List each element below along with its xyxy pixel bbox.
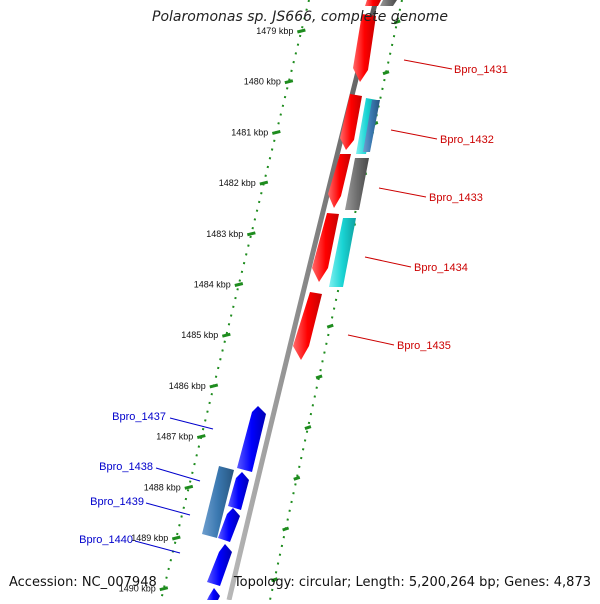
tick-label: 1485 kbp	[181, 330, 218, 340]
gene-label-bpro-1435[interactable]: Bpro_1435	[397, 340, 451, 352]
tick-label: 1486 kbp	[169, 381, 206, 391]
outer-tick-mark	[315, 374, 323, 380]
tick-label: 1481 kbp	[231, 127, 268, 137]
tick-mark	[296, 28, 306, 34]
tick-mark	[246, 231, 256, 237]
gene-label-bpro-1438[interactable]: Bpro_1438	[99, 461, 153, 473]
gene-label-bpro-1437[interactable]: Bpro_1437	[112, 411, 166, 423]
tick-label: 1483 kbp	[206, 229, 243, 239]
gene-bpro-1441[interactable]	[207, 544, 232, 586]
gene-label-bpro-1439[interactable]: Bpro_1439	[90, 496, 144, 508]
outer-tick-mark	[293, 475, 301, 481]
gene-bpro-1438[interactable]	[202, 466, 234, 538]
gene-bpro-1440[interactable]	[218, 508, 240, 542]
connector-bpro-1432	[390, 129, 438, 140]
tick-label: 1487 kbp	[156, 432, 193, 442]
outer-tick-mark	[393, 19, 401, 25]
tick-label: 1484 kbp	[194, 280, 231, 290]
outer-tick-mark	[282, 526, 290, 532]
tick-mark	[234, 282, 244, 287]
gene-bpro-1432[interactable]	[340, 94, 362, 150]
tick-label: 1480 kbp	[244, 77, 281, 87]
tick-mark	[159, 586, 169, 592]
tick-mark	[196, 434, 206, 440]
map-title: Polaromonas sp. JS666, complete genome	[152, 9, 448, 25]
tick-mark	[259, 180, 269, 186]
tick-mark	[209, 383, 219, 389]
gene-bpro-1432-steel[interactable]	[363, 100, 380, 152]
outer-tick-mark	[270, 577, 278, 583]
gene-label-bpro-1433[interactable]: Bpro_1433	[429, 192, 483, 204]
connector-bpro-1439	[145, 502, 191, 516]
connector-bpro-1435	[347, 334, 395, 346]
tick-label: 1482 kbp	[219, 178, 256, 188]
connector-bpro-1431	[403, 59, 453, 70]
tick-label: 1488 kbp	[144, 482, 181, 492]
tick-mark	[184, 484, 194, 490]
connector-bpro-1438	[155, 467, 201, 482]
gene-bpro-1434[interactable]	[312, 213, 339, 282]
tick-mark	[284, 79, 294, 85]
tick-label: 1490 kbp	[119, 584, 156, 594]
gene-label-bpro-1434[interactable]: Bpro_1434	[414, 262, 468, 274]
genome-summary-text: Topology: circular; Length: 5,200,264 bp…	[233, 575, 591, 590]
tick-label: 1489 kbp	[131, 533, 168, 543]
tick-mark	[271, 129, 281, 135]
outer-tick-mark	[326, 323, 334, 329]
gene-bpro-1434-cyan[interactable]	[329, 218, 356, 287]
gene-bpro-1435[interactable]	[293, 292, 322, 360]
gene-bpro-1439[interactable]	[228, 472, 249, 510]
genome-backbone	[226, 0, 379, 601]
connector-bpro-1434	[364, 256, 412, 268]
tick-track	[160, 0, 310, 601]
gene-bpro-1442[interactable]	[207, 588, 220, 600]
gene-bpro-1431[interactable]	[353, 14, 376, 82]
outer-tick-mark	[382, 70, 390, 76]
connector-bpro-1433	[378, 187, 427, 198]
tick-mark	[221, 332, 231, 338]
tick-label: 1479 kbp	[256, 26, 293, 36]
gene-bpro-1430b[interactable]	[365, 0, 381, 6]
gene-bpro-1437[interactable]	[237, 406, 266, 472]
outer-track	[269, 0, 403, 601]
gene-label-bpro-1432[interactable]: Bpro_1432	[440, 134, 494, 146]
accession-text: Accession: NC_007948	[9, 575, 157, 590]
tick-mark	[171, 535, 181, 541]
gene-bpro-1433-gray[interactable]	[345, 158, 369, 210]
outer-tick-mark	[304, 425, 312, 431]
gene-label-bpro-1431[interactable]: Bpro_1431	[454, 64, 508, 76]
connector-bpro-1440	[134, 540, 181, 554]
gene-bpro-1430[interactable]	[380, 0, 397, 6]
connector-bpro-1437	[169, 417, 214, 430]
gene-bpro-1433[interactable]	[328, 154, 351, 208]
gene-label-bpro-1440[interactable]: Bpro_1440	[79, 534, 133, 546]
